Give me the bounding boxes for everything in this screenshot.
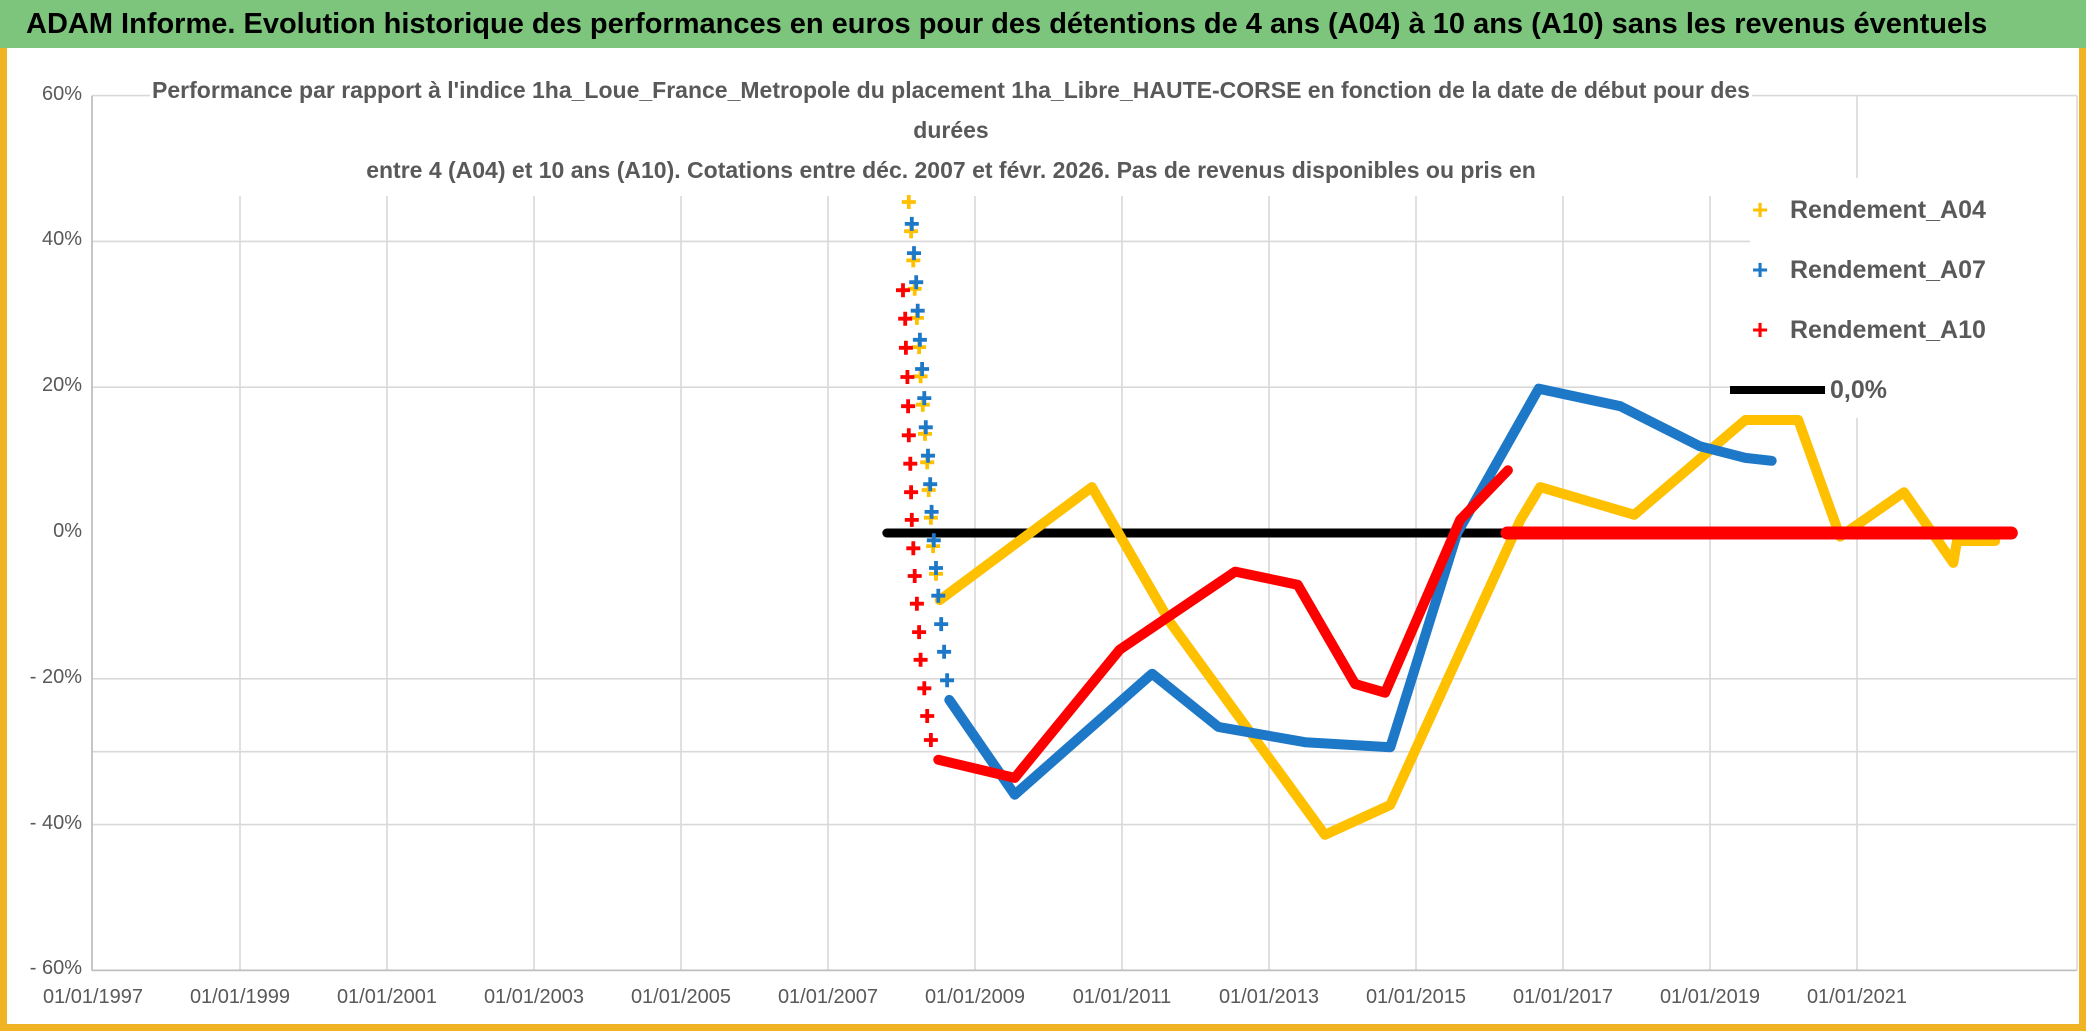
y-tick-label: 20% [41,374,82,397]
y-tick-label: 0% [53,520,82,542]
x-tick-label: 01/01/2007 [777,986,879,1008]
x-tick-label: 01/01/2009 [924,986,1026,1008]
x-tick-label: 01/01/2005 [630,986,732,1008]
rendement-a04-line [934,415,2001,840]
x-tick-label: 01/01/2013 [1218,986,1320,1008]
frame-bottom-border [0,1024,2086,1031]
rendement-a10-line [933,465,1513,783]
x-tick-label: 01/01/2015 [1365,986,1467,1008]
chart-title-line-1: Performance par rapport à l'indice 1ha_L… [152,77,1750,103]
legend-item-rendement-a07: + Rendement_A07 [1730,253,1986,287]
x-tick-label: 01/01/2011 [1072,986,1172,1008]
y-tick-label: - 60% [29,957,82,980]
legend-background [1750,178,2076,418]
x-tick-label: 01/01/1999 [189,986,291,1008]
y-tick-label: - 40% [29,811,82,834]
x-tick-label: 01/01/1997 [42,986,144,1008]
title-background [150,58,1752,196]
legend-plus-marker-icon: + [1751,194,1769,225]
legend-label: Rendement_A07 [1790,255,1986,284]
rendement-a10-markers [896,283,938,747]
header-title: ADAM Informe. Evolution historique des p… [26,7,1988,40]
legend-label: Rendement_A04 [1790,195,1986,224]
legend-plus-marker-icon: + [1751,254,1769,285]
legend-item-0-0-: 0,0% [1730,373,1887,407]
x-tick-label: 01/01/2021 [1806,986,1908,1008]
legend-plus-marker-icon: + [1751,314,1769,345]
x-tick-label: 01/01/2001 [336,986,438,1008]
rendement-a07-markers [904,216,955,688]
frame-left-border [0,48,7,1031]
chart-title: Performance par rapport à l'indice 1ha_L… [150,70,1752,190]
frame-right-border [2079,48,2086,1031]
legend-item-rendement-a04: + Rendement_A04 [1730,193,1986,227]
header-bar: ADAM Informe. Evolution historique des p… [0,0,2086,48]
x-tick-label: 01/01/2017 [1512,986,1614,1008]
y-tick-label: - 20% [29,665,82,688]
y-tick-label: 60% [41,82,82,105]
chart-title-line-3: entre 4 (A04) et 10 ans (A10). Cotations… [366,157,1536,183]
legend-label: 0,0% [1830,375,1887,404]
x-tick-label: 01/01/2003 [483,986,585,1008]
legend-label: Rendement_A10 [1790,315,1986,344]
legend-item-rendement-a10: + Rendement_A10 [1730,313,1986,347]
legend-line-swatch [1730,386,1825,394]
chart-title-line-2: durées [913,117,989,143]
rendement-a07-line [944,383,1777,800]
x-tick-label: 01/01/2019 [1659,986,1761,1008]
y-tick-label: 40% [41,228,82,251]
